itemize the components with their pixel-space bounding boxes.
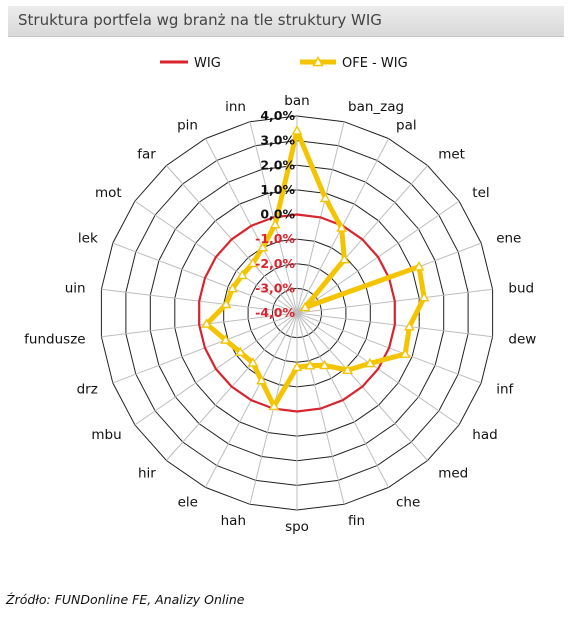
point-ofe-wig-uin <box>220 298 232 309</box>
point-ofe-wig-pin <box>257 241 269 252</box>
category-label-fundusze: fundusze <box>24 332 85 348</box>
point-ofe-wig-mbu <box>234 346 246 356</box>
point-ofe-wig-med <box>342 364 354 374</box>
category-label-uin: uin <box>65 280 86 296</box>
legend-label-ofe-wig: OFE - WIG <box>342 56 408 71</box>
point-ofe-wig-mot <box>236 269 248 280</box>
point-ofe-wig-ban <box>291 125 303 135</box>
legend-marker-ofe-wig <box>312 55 324 67</box>
tick-label: 2,0% <box>260 157 295 172</box>
point-ofe-wig-ele <box>256 374 267 385</box>
point-ofe-wig-spo <box>291 361 303 371</box>
category-label-ele: ele <box>178 495 198 511</box>
legend-label-wig: WIG <box>194 56 221 71</box>
source-note: Źródło: FUNDonline FE, Analizy Online <box>6 592 245 607</box>
category-label-mot: mot <box>95 185 122 201</box>
tick-label: -2,0% <box>255 256 295 271</box>
point-ofe-wig-met <box>338 253 350 264</box>
category-label-mbu: mbu <box>91 427 121 443</box>
chart-title-bar: Struktura portfela wg branż na tle struk… <box>8 6 564 37</box>
series-line-wig <box>198 213 396 413</box>
category-label-bud: bud <box>508 280 534 296</box>
category-label-fin: fin <box>348 513 365 529</box>
legend: WIG OFE - WIG <box>160 55 408 71</box>
point-ofe-wig-far <box>247 257 259 268</box>
category-label-hah: hah <box>221 513 246 529</box>
category-label-ban_zag: ban_zag <box>348 99 404 115</box>
category-label-far: far <box>137 147 156 163</box>
category-label-met: met <box>438 147 465 163</box>
point-ofe-wig-pal <box>336 222 348 232</box>
category-label-ban: ban <box>284 93 309 109</box>
category-label-pin: pin <box>177 117 198 133</box>
point-ofe-wig-tel <box>299 301 311 312</box>
point-ofe-wig-hir <box>247 357 259 367</box>
tick-label: 1,0% <box>260 182 295 197</box>
point-ofe-wig-ban_zag <box>319 192 331 203</box>
point-ofe-wig-dew <box>403 321 415 331</box>
point-ofe-wig-inf <box>399 348 411 358</box>
tick-label: -3,0% <box>255 280 295 295</box>
point-ofe-wig-inn <box>269 218 281 229</box>
point-ofe-wig-bud <box>418 291 430 302</box>
point-ofe-wig-had <box>364 357 376 368</box>
radar-chart: WIG OFE - WIG -4,0% -3,0% -2,0% -1,0% 0,0% 1,… <box>24 55 536 535</box>
category-label-pal: pal <box>396 117 417 133</box>
point-ofe-wig-che <box>319 359 330 370</box>
point-ofe-wig-ene <box>413 261 425 271</box>
category-label-inf: inf <box>496 382 514 398</box>
category-label-med: med <box>438 465 468 481</box>
category-label-inn: inn <box>225 99 246 115</box>
chart-title: Struktura portfela wg branż na tle struk… <box>18 11 382 29</box>
tick-label: -1,0% <box>255 231 295 246</box>
tick-label: -4,0% <box>255 305 295 320</box>
radial-tick-labels: -4,0% -3,0% -2,0% -1,0% 0,0% 1,0% 2,0% 3,0% 4,0% <box>255 108 295 320</box>
category-label-had: had <box>472 427 497 443</box>
point-ofe-wig-hah <box>268 400 280 411</box>
point-ofe-wig-fin <box>304 359 316 370</box>
point-ofe-wig-drz <box>220 334 232 344</box>
category-label-lek: lek <box>78 231 98 247</box>
category-label-hir: hir <box>138 465 156 481</box>
category-label-tel: tel <box>472 185 489 201</box>
point-ofe-wig-lek <box>227 282 238 293</box>
tick-label: 3,0% <box>260 133 295 148</box>
category-label-ene: ene <box>496 231 521 247</box>
category-label-spo: spo <box>285 519 309 535</box>
tick-label: 0,0% <box>260 207 295 222</box>
series-line-ofe-wig <box>204 128 427 409</box>
tick-label: 4,0% <box>260 108 295 123</box>
category-label-drz: drz <box>77 382 98 398</box>
point-ofe-wig-fundusze <box>201 318 213 328</box>
radar-series <box>198 125 430 413</box>
category-label-che: che <box>396 495 420 511</box>
radar-spokes <box>101 116 493 510</box>
category-label-dew: dew <box>508 332 536 348</box>
